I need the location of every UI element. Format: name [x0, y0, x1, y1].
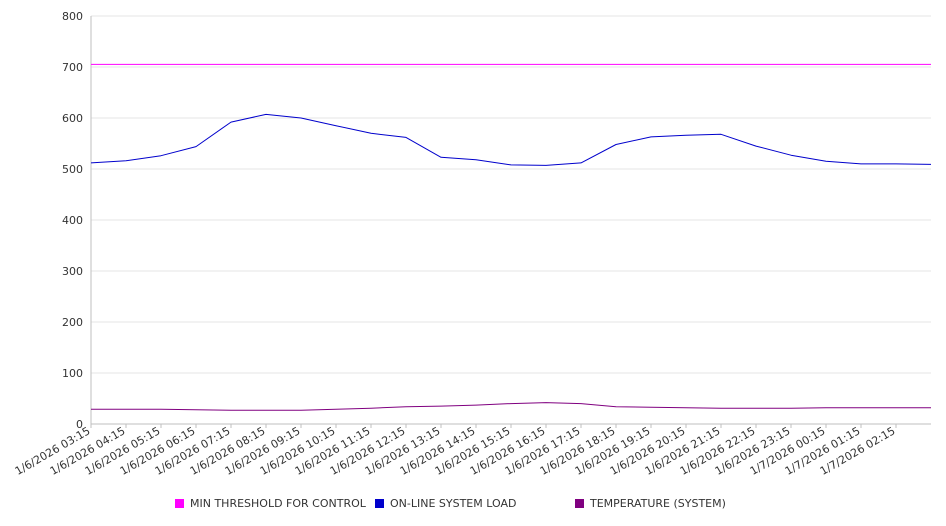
legend-swatch-min-threshold: [175, 499, 184, 508]
legend-item-temperature[interactable]: TEMPERATURE (SYSTEM): [575, 497, 726, 510]
legend-swatch-temperature: [575, 499, 584, 508]
y-tick-label: 300: [62, 265, 83, 278]
series-line-temperature: [91, 402, 931, 411]
legend-item-system-load[interactable]: ON-LINE SYSTEM LOAD: [375, 497, 516, 510]
y-tick-label: 500: [62, 163, 83, 176]
y-tick-label: 200: [62, 316, 83, 329]
y-tick-label: 700: [62, 61, 83, 74]
legend-swatch-system-load: [375, 499, 384, 508]
legend-label-temperature: TEMPERATURE (SYSTEM): [590, 497, 726, 510]
legend-label-min-threshold: MIN THRESHOLD FOR CONTROL: [190, 497, 366, 510]
y-tick-label: 600: [62, 112, 83, 125]
series-line-system-load: [90, 113, 932, 166]
legend-label-system-load: ON-LINE SYSTEM LOAD: [390, 497, 517, 510]
y-tick-label: 0: [76, 418, 83, 431]
legend-item-min-threshold[interactable]: MIN THRESHOLD FOR CONTROL: [175, 497, 366, 510]
y-tick-label: 100: [62, 367, 83, 380]
y-tick-label: 400: [62, 214, 83, 227]
y-tick-label: 800: [62, 10, 83, 23]
chart-legend: MIN THRESHOLD FOR CONTROL ON-LINE SYSTEM…: [0, 497, 946, 515]
